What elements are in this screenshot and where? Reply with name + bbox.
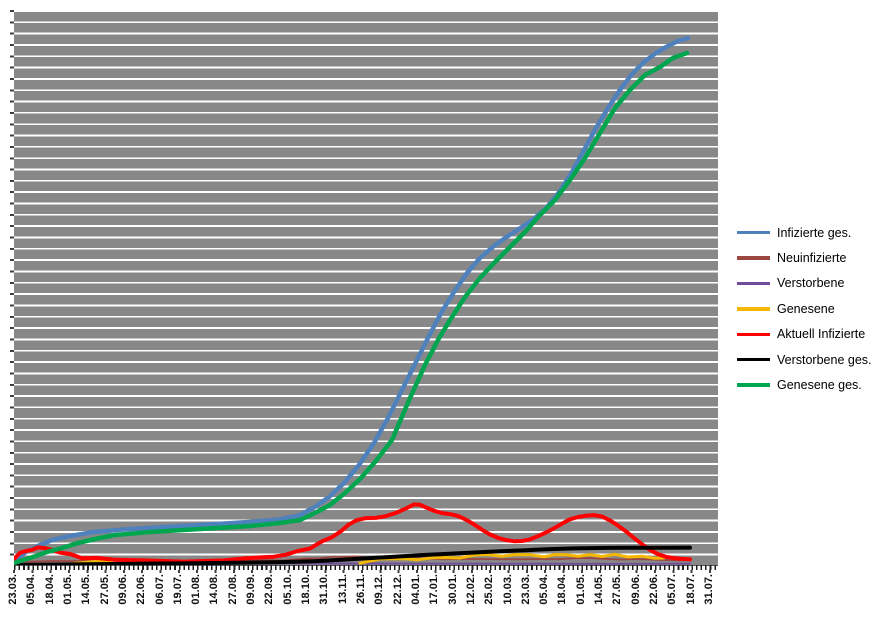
x-axis-label: 05.04. bbox=[25, 574, 38, 605]
x-axis-label: 19.07. bbox=[171, 574, 184, 605]
x-axis-label: 09.06. bbox=[629, 574, 642, 605]
x-axis-label: 22.06. bbox=[648, 574, 661, 605]
x-axis-label: 22.06. bbox=[135, 574, 148, 605]
legend-label: Genesene ges. bbox=[777, 378, 862, 393]
x-axis-label: 17.01. bbox=[428, 574, 441, 605]
x-axis-label: 23.03. bbox=[519, 574, 532, 605]
x-axis-tick-comb bbox=[14, 565, 718, 570]
legend-item-verstorbene-ges[interactable]: Verstorbene ges. bbox=[737, 347, 873, 372]
x-axis-label: 30.01. bbox=[446, 574, 459, 605]
x-axis-label: 31.07. bbox=[703, 574, 715, 605]
x-axis-label: 14.05. bbox=[593, 574, 606, 605]
x-axis-label: 14.05. bbox=[80, 574, 93, 605]
legend-line-swatch bbox=[737, 383, 770, 387]
x-axis-label: 04.01. bbox=[409, 574, 422, 605]
x-axis-label: 05.10. bbox=[281, 574, 294, 605]
x-axis-label: 27.05. bbox=[98, 574, 111, 605]
chart-series-lines bbox=[14, 35, 692, 565]
x-axis-label: 09.06. bbox=[116, 574, 129, 605]
legend-line-swatch bbox=[737, 332, 770, 336]
x-axis-label: 18.04. bbox=[556, 574, 569, 605]
series-line-infizierte-ges bbox=[14, 35, 691, 564]
legend-line-swatch bbox=[737, 231, 770, 235]
series-line-genesene bbox=[358, 552, 666, 565]
legend-line-swatch bbox=[737, 256, 770, 260]
x-axis-label: 10.03. bbox=[501, 574, 514, 605]
legend-line-swatch bbox=[737, 281, 770, 286]
x-axis-label: 01.05. bbox=[61, 574, 74, 605]
x-axis-label: 18.04. bbox=[43, 574, 56, 605]
series-line-verstorbene-ges bbox=[14, 545, 692, 565]
x-axis-label: 25.02. bbox=[483, 574, 496, 605]
x-axis-label: 23.03. bbox=[7, 574, 19, 605]
x-axis-label: 22.09. bbox=[263, 574, 276, 605]
x-axis-label: 27.08. bbox=[226, 574, 239, 605]
x-axis-label: 05.07. bbox=[666, 574, 679, 605]
chart-plot-area[interactable] bbox=[14, 10, 718, 566]
x-axis-label: 05.04. bbox=[538, 574, 551, 605]
legend-item-genesene-ges[interactable]: Genesene ges. bbox=[737, 372, 873, 397]
x-axis-label: 09.12. bbox=[373, 574, 386, 605]
legend-item-neuinfizierte[interactable]: Neuinfizierte bbox=[737, 245, 873, 270]
series-line-genesene-ges bbox=[14, 50, 690, 565]
y-axis-ticks bbox=[10, 10, 16, 565]
legend-line-swatch bbox=[737, 307, 770, 311]
x-axis-label: 27.05. bbox=[611, 574, 624, 605]
x-axis-label: 18.10. bbox=[300, 574, 313, 605]
x-axis-label: 18.07. bbox=[684, 574, 697, 605]
legend-item-verstorbene[interactable]: Verstorbene bbox=[737, 271, 873, 296]
legend-label: Neuinfizierte bbox=[777, 251, 847, 266]
x-axis-label: 12.02. bbox=[464, 574, 477, 605]
legend-item-infizierte-ges[interactable]: Infizierte ges. bbox=[737, 220, 873, 245]
x-axis-label: 31.10. bbox=[318, 574, 331, 605]
x-axis-label: 14.08. bbox=[208, 574, 221, 605]
x-axis-label: 09.09. bbox=[245, 574, 258, 605]
x-axis-label: 01.05. bbox=[574, 574, 587, 605]
legend-label: Verstorbene bbox=[777, 276, 845, 291]
x-axis-label: 13.11. bbox=[336, 574, 349, 604]
legend-line-swatch bbox=[737, 357, 770, 362]
legend-item-aktuell-infizierte[interactable]: Aktuell Infizierte bbox=[737, 322, 873, 347]
legend-label: Aktuell Infizierte bbox=[777, 327, 866, 342]
x-axis-label: 22.12. bbox=[391, 574, 404, 605]
legend-item-genesene[interactable]: Genesene bbox=[737, 296, 873, 321]
x-axis-label-ticks bbox=[13, 570, 718, 573]
x-axis-label: 01.08. bbox=[190, 574, 203, 605]
x-axis-label: 06.07. bbox=[153, 574, 166, 605]
legend-label: Verstorbene ges. bbox=[777, 352, 872, 367]
legend-label: Infizierte ges. bbox=[777, 225, 852, 240]
legend-label: Genesene bbox=[777, 301, 835, 316]
chart-legend: Infizierte ges. Neuinfizierte Verstorbene G… bbox=[737, 220, 873, 398]
series-line-aktuell-infizierte bbox=[14, 502, 692, 564]
x-axis-label: 26.11. bbox=[355, 574, 367, 604]
